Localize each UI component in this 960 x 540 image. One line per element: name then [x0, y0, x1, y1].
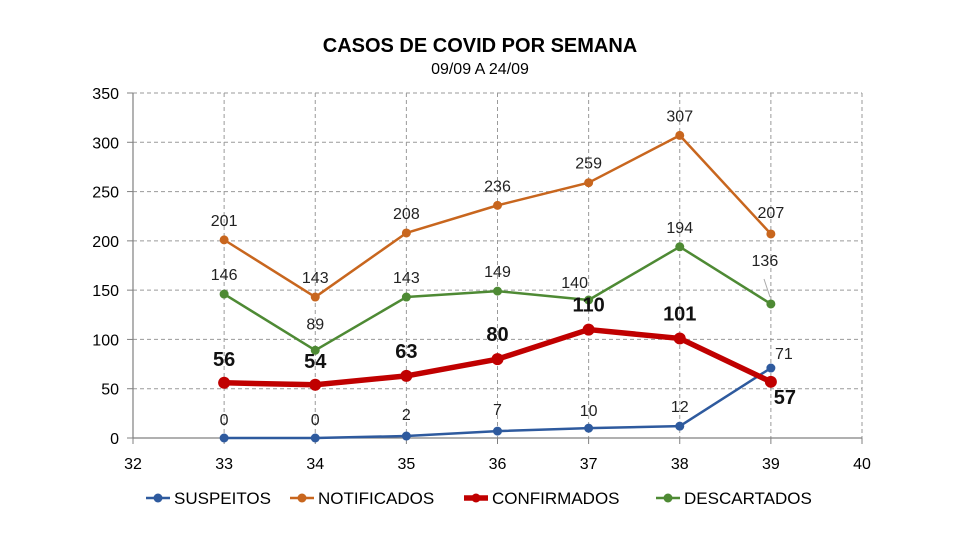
- data-point-suspeitos: [766, 363, 776, 373]
- data-label-notificados: 207: [758, 205, 785, 222]
- data-point-suspeitos: [493, 426, 502, 436]
- data-label-descartados: 149: [484, 264, 511, 281]
- legend-item-confirmados: CONFIRMADOS: [464, 489, 620, 508]
- data-point-suspeitos: [219, 433, 229, 443]
- series-lines: [218, 130, 777, 443]
- y-tick-label: 200: [92, 234, 119, 251]
- x-tick-label: 33: [215, 456, 233, 473]
- data-label-suspeitos: 10: [580, 403, 598, 420]
- data-label-confirmados: 57: [774, 387, 796, 409]
- data-point-notificados: [493, 200, 502, 210]
- x-tick-label: 35: [397, 456, 415, 473]
- data-point-confirmados: [582, 323, 595, 336]
- x-tick-label: 38: [671, 456, 689, 473]
- chart-subtitle: 09/09 A 24/09: [431, 61, 529, 78]
- data-point-notificados: [675, 130, 685, 140]
- data-point-confirmados: [400, 369, 413, 382]
- data-point-descartados: [219, 289, 229, 299]
- chart-title: CASOS DE COVID POR SEMANA: [323, 35, 637, 57]
- data-label-descartados: 136: [752, 253, 779, 270]
- legend-swatch-marker: [663, 493, 673, 503]
- data-label-notificados: 259: [575, 156, 602, 173]
- y-tick-label: 100: [92, 332, 119, 349]
- data-label-descartados: 194: [666, 220, 693, 237]
- data-label-descartados: 146: [211, 267, 238, 284]
- data-label-descartados: 140: [561, 275, 588, 292]
- data-label-confirmados: 54: [304, 351, 327, 373]
- data-label-notificados: 307: [666, 108, 693, 125]
- data-label-suspeitos: 2: [402, 407, 411, 424]
- x-tick-label: 32: [124, 456, 142, 473]
- data-point-descartados: [675, 242, 685, 252]
- data-point-confirmados: [309, 378, 322, 391]
- legend-item-notificados: NOTIFICADOS: [290, 489, 434, 508]
- legend-item-suspeitos: SUSPEITOS: [146, 489, 271, 508]
- y-tick-label: 250: [92, 185, 119, 202]
- y-tick-label: 350: [92, 86, 119, 103]
- data-point-confirmados: [673, 332, 686, 345]
- data-point-suspeitos: [310, 433, 320, 443]
- data-point-notificados: [584, 178, 594, 188]
- data-label-confirmados: 80: [486, 324, 508, 346]
- data-label-confirmados: 101: [663, 303, 696, 325]
- data-point-suspeitos: [584, 423, 594, 433]
- data-label-suspeitos: 0: [311, 412, 320, 429]
- data-label-confirmados: 63: [395, 341, 417, 363]
- data-label-suspeitos: 0: [220, 412, 229, 429]
- data-point-notificados: [766, 229, 776, 239]
- legend-swatch-marker: [297, 493, 307, 503]
- data-label-suspeitos: 12: [671, 399, 689, 416]
- data-point-confirmados: [764, 375, 777, 388]
- data-label-descartados: 89: [306, 316, 324, 333]
- x-tick-label: 37: [580, 456, 598, 473]
- data-point-suspeitos: [401, 431, 411, 441]
- data-label-suspeitos: 7: [493, 402, 502, 419]
- x-tick-label: 39: [762, 456, 780, 473]
- y-tick-label: 150: [92, 283, 119, 300]
- x-tick-label: 36: [489, 456, 507, 473]
- data-label-notificados: 201: [211, 213, 238, 230]
- data-point-descartados: [493, 286, 502, 296]
- y-tick-label: 0: [110, 431, 119, 448]
- data-point-descartados: [310, 345, 320, 355]
- x-tick-label: 40: [853, 456, 871, 473]
- series-descartados: [219, 242, 776, 355]
- data-point-descartados: [584, 295, 594, 305]
- data-point-suspeitos: [675, 421, 685, 431]
- legend-label: DESCARTADOS: [684, 489, 812, 508]
- data-label-confirmados: 110: [572, 295, 604, 317]
- data-point-notificados: [219, 235, 229, 245]
- legend-label: CONFIRMADOS: [492, 489, 620, 508]
- data-label-notificados: 208: [393, 206, 420, 223]
- y-tick-label: 300: [92, 135, 119, 152]
- x-tick-label: 34: [306, 456, 324, 473]
- data-point-confirmados: [218, 376, 231, 389]
- data-label-confirmados: 56: [213, 349, 235, 371]
- label-leader-line: [763, 278, 771, 298]
- data-point-notificados: [401, 228, 411, 238]
- legend-label: NOTIFICADOS: [318, 489, 434, 508]
- data-point-confirmados: [491, 353, 504, 366]
- data-label-suspeitos: 71: [775, 346, 793, 363]
- legend: SUSPEITOS NOTIFICADOS CONFIRMADOS DESCARTAD…: [146, 489, 812, 508]
- data-label-descartados: 143: [393, 270, 420, 287]
- legend-swatch-marker: [153, 493, 163, 503]
- series-notificados: [219, 130, 776, 302]
- series-suspeitos: [219, 363, 776, 443]
- series-confirmados: [218, 323, 777, 391]
- data-point-notificados: [310, 292, 320, 302]
- data-label-notificados: 143: [302, 270, 329, 287]
- data-label-notificados: 236: [484, 178, 511, 195]
- data-point-descartados: [766, 299, 776, 309]
- legend-item-descartados: DESCARTADOS: [656, 489, 812, 508]
- data-labels: 0 0 2 7 10 12 71 201 143 208 236 259 307 207 56 54 63 80 1…: [211, 108, 796, 429]
- legend-swatch-marker: [471, 493, 481, 503]
- legend-label: SUSPEITOS: [174, 489, 271, 508]
- y-tick-label: 50: [101, 382, 119, 399]
- data-point-descartados: [401, 292, 411, 302]
